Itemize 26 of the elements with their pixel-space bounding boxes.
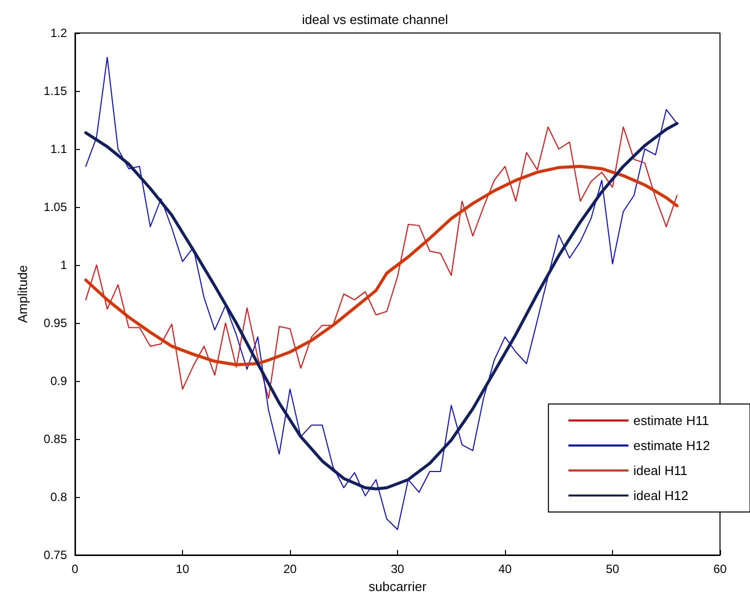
line-series [84,164,678,366]
y-tick-label: 1 [60,258,68,272]
legend-label: estimate H12 [633,438,710,453]
y-tick-label: 1.05 [44,200,68,214]
line-series [85,126,678,399]
y-tick-label: 0.8 [50,490,68,504]
x-tick-label: 0 [72,562,79,576]
y-tick-label: 1.2 [50,26,68,40]
y-tick-label: 0.85 [44,432,68,446]
y-tick-label: 0.75 [44,548,68,562]
legend-label: estimate H11 [633,413,710,428]
x-axis-title: subcarrier [368,578,428,594]
x-tick-label: 60 [713,562,727,576]
y-tick-label: 1.15 [44,84,68,98]
x-tick-label: 40 [498,562,512,576]
x-tick-label: 30 [390,562,404,576]
x-tick-label: 20 [283,562,297,576]
x-tick-label: 10 [176,562,190,576]
legend-label: ideal H12 [633,488,688,503]
legend-label: ideal H11 [633,463,688,478]
x-tick-label: 50 [606,562,620,576]
y-tick-label: 0.95 [44,316,68,330]
y-tick-label: 1.1 [50,142,68,156]
y-axis-title: Amplitude [15,265,30,323]
chart-title: ideal vs estimate channel [302,12,448,27]
y-tick-label: 0.9 [50,374,68,388]
